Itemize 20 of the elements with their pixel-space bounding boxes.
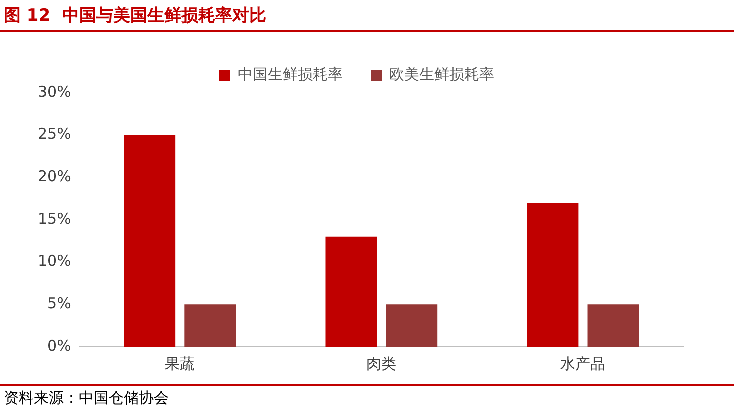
y-tick-label: 30% <box>38 82 72 101</box>
legend-label: 欧美生鲜损耗率 <box>390 65 494 84</box>
bar <box>527 203 579 347</box>
bar <box>386 304 438 347</box>
bar <box>124 135 176 347</box>
text: 资料来源：中国仓储协会 <box>4 389 169 408</box>
legend-label: 中国生鲜损耗率 <box>238 65 343 84</box>
y-tick-label: 15% <box>38 210 72 228</box>
bar <box>326 236 378 347</box>
y-tick-label: 25% <box>38 125 72 144</box>
y-tick-label: 5% <box>48 294 72 313</box>
chart-title: 图 12 中国与美国生鲜损耗率对比 <box>4 5 266 27</box>
x-tick-label: 果蔬 <box>165 354 196 373</box>
bar <box>588 304 640 347</box>
x-tick-label: 水产品 <box>560 354 606 373</box>
x-tick-label: 肉类 <box>366 354 397 373</box>
y-tick-label: 10% <box>38 252 72 270</box>
y-tick-label: 20% <box>38 168 72 186</box>
bar <box>184 304 236 347</box>
y-tick-label: 0% <box>48 336 72 355</box>
